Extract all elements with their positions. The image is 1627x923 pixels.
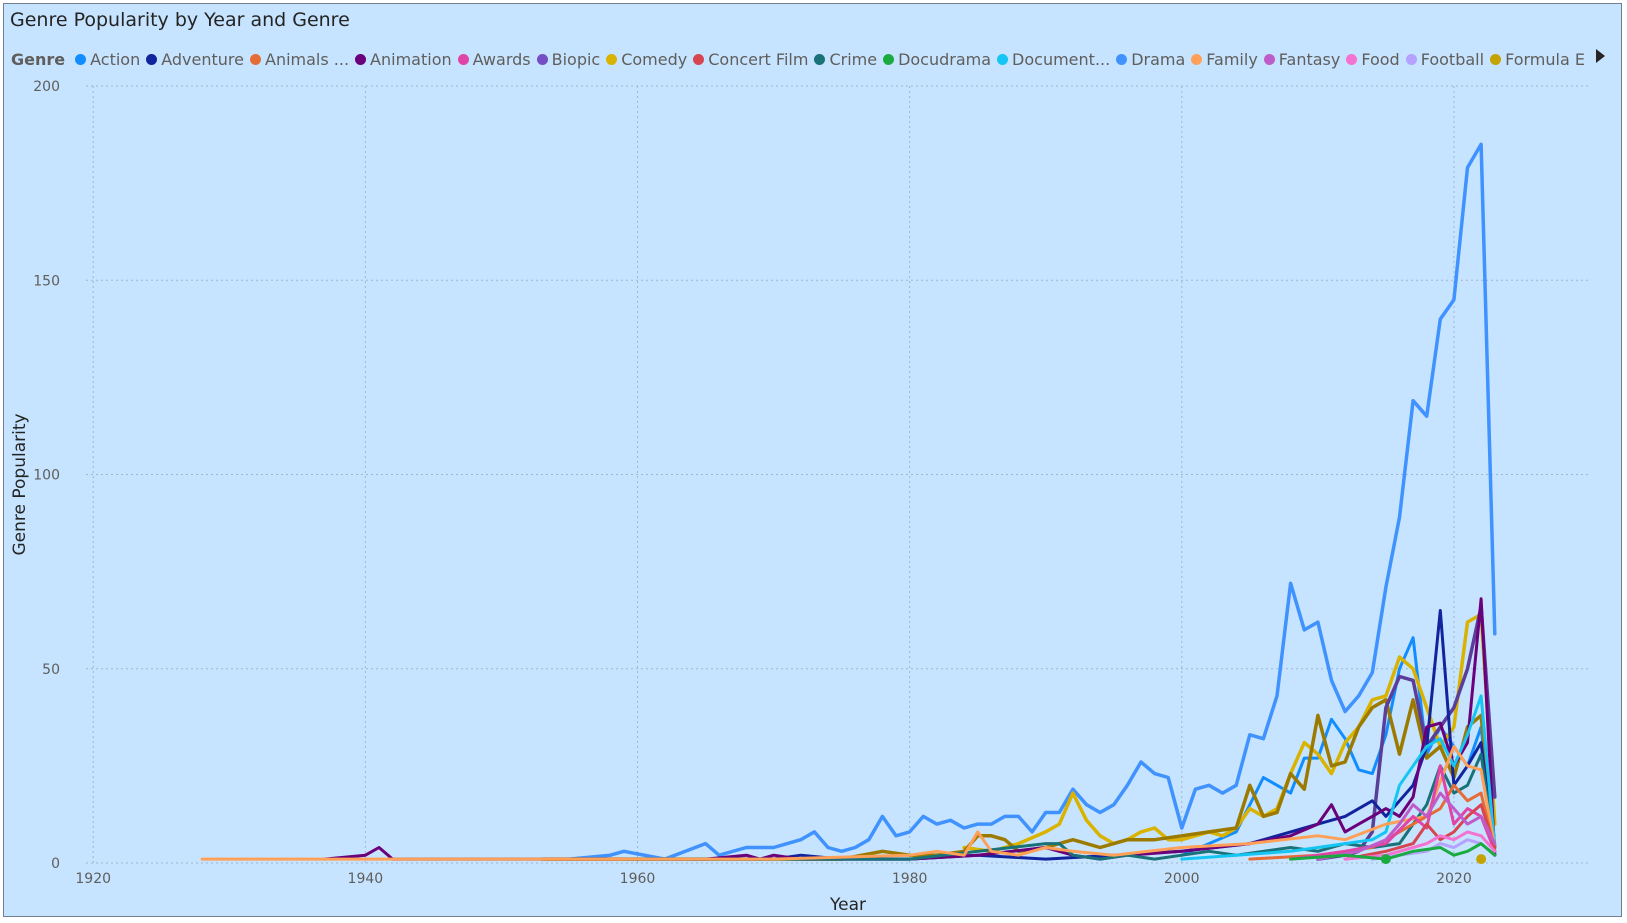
legend-item[interactable]: Adventure [146,50,244,69]
x-tick-label: 1940 [348,871,384,887]
legend-dot-icon [1263,53,1275,65]
legend-item[interactable]: Family [1191,49,1258,69]
data-point-marker [1476,854,1487,865]
series-line-docudrama [1289,842,1497,861]
y-tick-label: 50 [42,662,60,678]
legend-item[interactable]: Docudrama [883,50,991,69]
legend-dot-icon [814,53,826,65]
legend-item[interactable]: Comedy [606,50,687,69]
series-line-fantasy [1316,791,1497,861]
legend-item[interactable]: Formula E [1490,50,1585,69]
x-tick-label: 1980 [892,871,928,887]
legend-item[interactable]: Football [1405,49,1485,69]
legend-dot-icon [1490,53,1502,65]
legend-dot-icon [146,53,158,65]
legend-label: Food [1361,49,1400,69]
legend-label: Formula E [1505,49,1585,69]
legend-item[interactable]: Awards [457,49,531,69]
legend-label: Adventure [161,49,244,69]
chart-title: Genre Popularity by Year and Genre [10,9,350,31]
legend-item[interactable]: Animals ... [250,50,349,69]
legend-item[interactable]: Concert Film [693,50,808,69]
legend-label: Concert Film [708,49,809,69]
x-tick-label: 1960 [620,871,656,887]
legend-items: Action Adventure Animals ... Animation Award… [75,50,1591,69]
legend-label: Action [90,49,141,69]
legend-label: Football [1420,49,1485,69]
legend-label: Drama [1131,49,1186,69]
series-line-drama [567,142,1497,861]
legend-label: Docudrama [898,49,992,69]
legend-dot-icon [883,53,895,65]
chart-visual: Genre Popularity by Year and Genre Genre… [3,3,1622,917]
legend-dot-icon [1346,53,1358,65]
legend-label: Fantasy [1278,49,1341,69]
legend-dot-icon [693,53,705,65]
legend-label: Comedy [621,49,688,69]
x-tick-label: 2000 [1164,871,1200,887]
legend-dot-icon [1191,53,1203,65]
legend-dot-icon [250,53,261,65]
legend-title: Genre [11,49,66,69]
legend-item[interactable]: Food [1346,49,1400,69]
y-tick-label: 200 [33,79,60,95]
legend-dot-icon [536,53,548,65]
legend-item[interactable]: Document... [997,50,1110,69]
legend-item[interactable]: Action [75,50,140,69]
x-tick-label: 2020 [1436,871,1472,887]
chart-legend: Genre Action Adventure Animals ... Animatio… [11,47,1591,71]
legend-dot-icon [355,53,367,65]
x-tick-label: 1920 [75,871,111,887]
legend-dot-icon [457,53,469,65]
series-line-document- [1180,694,1497,861]
legend-dot-icon [1116,53,1128,65]
series-line-food [1343,830,1497,861]
legend-dot-icon [75,53,87,65]
legend-dot-icon [606,53,618,65]
series-line-formula-e [540,698,1497,861]
x-axis-title: Year [829,895,866,915]
legend-item[interactable]: Drama [1116,50,1185,69]
series-line-comedy [962,612,1497,854]
legend-label: Family [1206,49,1258,69]
legend-label: Animals ... [265,49,350,69]
data-point-marker [1380,854,1391,865]
y-tick-label: 0 [51,856,60,872]
legend-label: Animation [370,49,452,69]
legend-dot-icon [1405,53,1417,65]
y-tick-label: 150 [33,273,60,289]
y-axis-title: Genre Popularity [10,413,30,555]
y-tick-label: 100 [33,468,60,484]
legend-item[interactable]: Animation [355,50,452,69]
legend-label: Awards [472,49,531,69]
legend-item[interactable]: Biopic [536,49,601,69]
legend-label: Crime [829,49,878,69]
legend-item[interactable]: Fantasy [1263,49,1341,69]
series-line-concert-film [1343,803,1497,861]
series-line-adventure [690,609,1497,861]
chevron-right-icon[interactable] [1596,49,1605,63]
legend-item[interactable]: Crime [814,50,877,69]
legend-dot-icon [997,53,1009,65]
legend-label: Document... [1012,49,1111,69]
legend-label: Biopic [551,49,601,69]
